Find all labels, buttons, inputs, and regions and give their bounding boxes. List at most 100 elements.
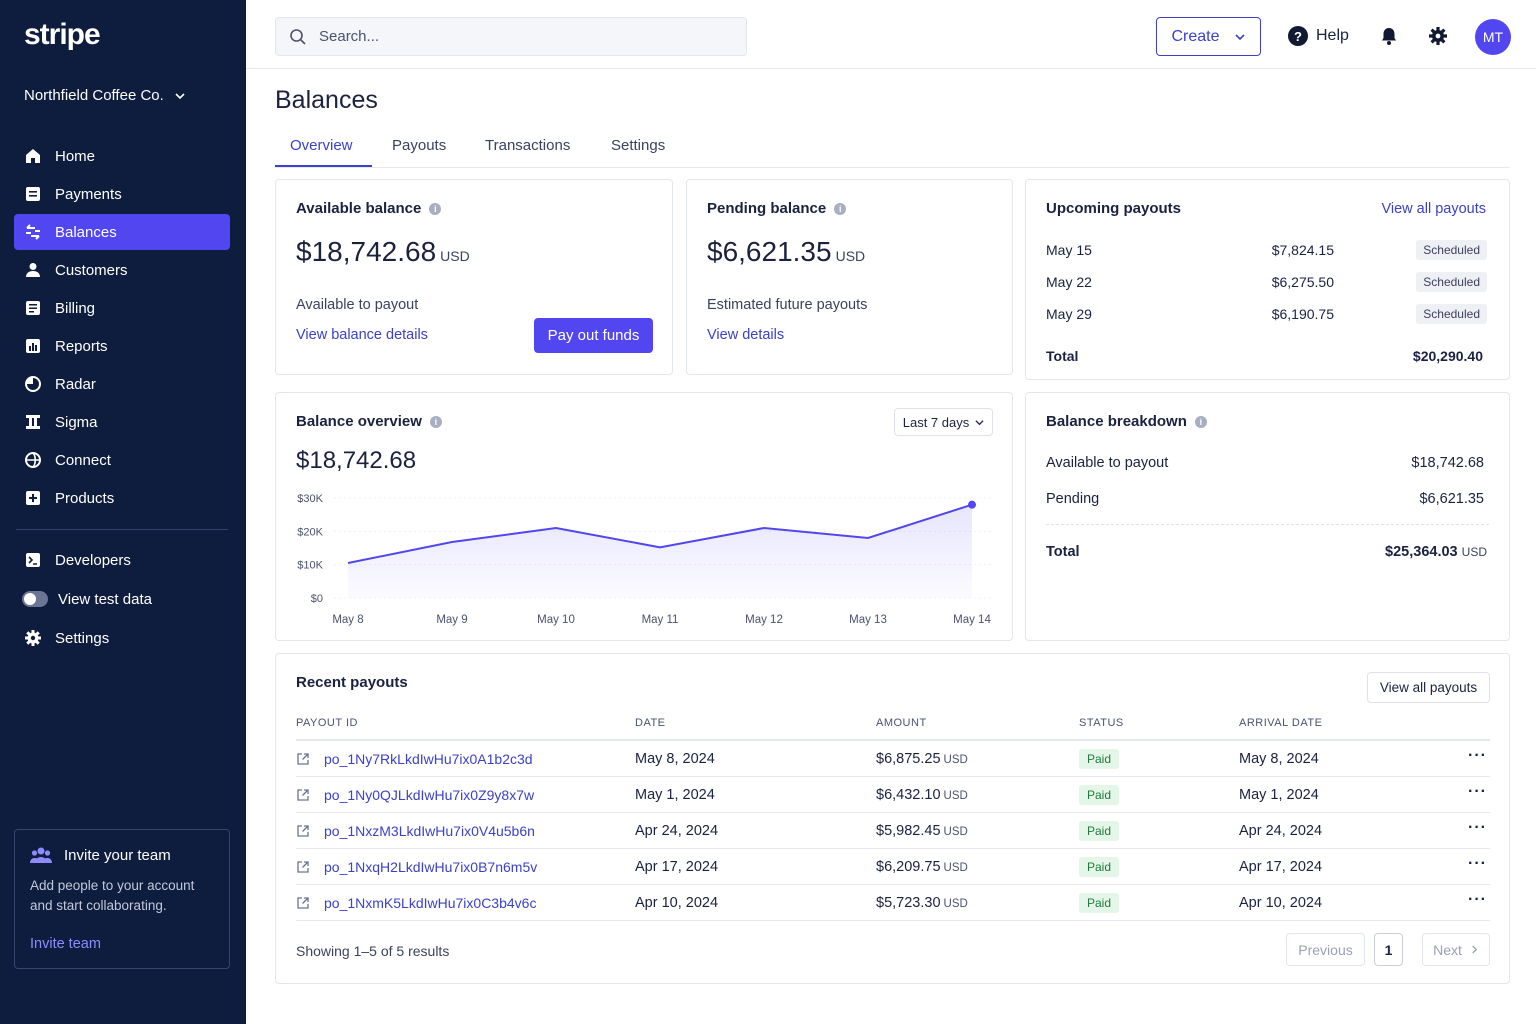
view-all-payouts-button[interactable]: View all payouts — [1367, 672, 1490, 703]
tab-payouts[interactable]: Payouts — [392, 137, 447, 154]
sidebar-item-home[interactable]: Home — [14, 138, 230, 174]
view-balance-details-link[interactable]: View balance details — [296, 327, 428, 343]
more-actions-icon[interactable]: ··· — [1468, 747, 1487, 764]
x-tick-label: May 11 — [642, 614, 679, 626]
person-icon — [24, 261, 42, 279]
external-link-icon[interactable] — [296, 860, 310, 874]
status-badge: Paid — [1079, 821, 1120, 841]
x-tick-label: May 13 — [849, 614, 887, 626]
tab-transactions[interactable]: Transactions — [485, 137, 571, 154]
globe-icon — [24, 451, 42, 469]
tab-settings[interactable]: Settings — [611, 137, 666, 154]
developers-icon — [24, 551, 42, 569]
info-icon[interactable]: i — [834, 202, 847, 215]
sidebar-item-balances[interactable]: Balances — [14, 214, 230, 250]
payout-amount: $6,875.25 USD — [876, 751, 968, 767]
payout-id-link[interactable]: po_1Ny7RkLkdIwHu7ix0A1b2c3d — [324, 751, 533, 767]
pay-out-funds-button[interactable]: Pay out funds — [534, 318, 653, 353]
table-row[interactable]: po_1NxzM3LkdIwHu7ix0V4u5b6n Apr 24, 2024 $… — [296, 812, 1490, 848]
sidebar-item-billing[interactable]: Billing — [14, 290, 230, 326]
balance-breakdown-card: Balance breakdown i Available to payout … — [1025, 392, 1510, 641]
sidebar-item-label: Products — [55, 489, 115, 507]
arrival-date: Apr 10, 2024 — [1239, 895, 1323, 911]
payout-id-link[interactable]: po_1NxmK5LkdIwHu7ix0C3b4v6c — [324, 895, 537, 911]
card-title: Balance breakdown — [1046, 413, 1187, 430]
payout-id-link[interactable]: po_1NxqH2LkdIwHu7ix0B7n6m5v — [324, 859, 538, 875]
y-tick-label: $30K — [297, 493, 323, 505]
invite-title: Invite your team — [64, 846, 171, 864]
more-actions-icon[interactable]: ··· — [1468, 783, 1487, 800]
sidebar-item-products[interactable]: Products — [14, 480, 230, 516]
more-actions-icon[interactable]: ··· — [1468, 855, 1487, 872]
sidebar-item-radar[interactable]: Radar — [14, 366, 230, 402]
sidebar-item-connect[interactable]: Connect — [14, 442, 230, 478]
previous-page-button[interactable]: Previous — [1286, 933, 1365, 966]
invite-team-link[interactable]: Invite team — [30, 936, 101, 952]
info-icon[interactable]: i — [429, 415, 442, 428]
gear-icon — [24, 629, 42, 647]
period-select[interactable]: Last 7 days — [894, 408, 993, 436]
table-row[interactable]: po_1NxmK5LkdIwHu7ix0C3b4v6c Apr 10, 2024 $… — [296, 884, 1490, 920]
search-input[interactable] — [319, 28, 719, 45]
next-page-button[interactable]: Next — [1422, 933, 1490, 966]
sidebar-item-customers[interactable]: Customers — [14, 252, 230, 288]
sidebar-secondary-nav: Developers View test data Settings — [14, 542, 230, 658]
arrival-date: Apr 24, 2024 — [1239, 823, 1323, 839]
sidebar-item-label: Connect — [55, 451, 111, 469]
sidebar-item-label: Reports — [55, 337, 108, 355]
toggle-icon[interactable] — [22, 591, 48, 607]
payments-icon — [24, 185, 42, 203]
results-count: Showing 1–5 of 5 results — [296, 943, 450, 959]
external-link-icon[interactable] — [296, 788, 310, 802]
card-title: Pending balance — [707, 200, 827, 217]
external-link-icon[interactable] — [296, 752, 310, 766]
test-data-toggle[interactable]: View test data — [14, 581, 230, 617]
info-icon[interactable]: i — [429, 202, 442, 215]
status-badge: Scheduled — [1416, 272, 1487, 292]
chevron-right-icon — [1472, 945, 1478, 954]
avatar[interactable]: MT — [1475, 19, 1511, 55]
top-bar: Create ? Help MT — [246, 0, 1536, 69]
sidebar-item-payments[interactable]: Payments — [14, 176, 230, 212]
bell-icon[interactable] — [1379, 26, 1399, 46]
sidebar-item-sigma[interactable]: Sigma — [14, 404, 230, 440]
x-tick-label: May 10 — [537, 614, 575, 626]
total-value: $20,290.40 — [1412, 348, 1483, 364]
page-number-button[interactable]: 1 — [1374, 933, 1403, 966]
period-label: Last 7 days — [902, 414, 970, 430]
search-box[interactable] — [275, 17, 747, 56]
more-actions-icon[interactable]: ··· — [1468, 891, 1487, 908]
invite-team-card: Invite your team Add people to your acco… — [14, 829, 230, 969]
tab-overview[interactable]: Overview — [290, 137, 353, 154]
column-header: STATUS — [1079, 717, 1124, 729]
stripe-logo[interactable]: stripe — [24, 18, 101, 51]
sidebar-item-label: Radar — [55, 375, 96, 393]
available-balance-card: Available balance i $18,742.68 USD Availa… — [275, 179, 673, 375]
help-button[interactable]: ? Help — [1288, 26, 1349, 46]
sidebar-item-reports[interactable]: Reports — [14, 328, 230, 364]
table-row[interactable]: po_1Ny7RkLkdIwHu7ix0A1b2c3d May 8, 2024 $6… — [296, 740, 1490, 776]
y-tick-label: $0 — [311, 593, 323, 605]
view-details-link[interactable]: View details — [707, 327, 785, 343]
chevron-down-icon — [1234, 33, 1245, 40]
recent-payouts-card: Recent payouts View all payouts PAYOUT I… — [275, 653, 1510, 984]
table-row[interactable]: po_1NxqH2LkdIwHu7ix0B7n6m5v Apr 17, 2024 $… — [296, 848, 1490, 884]
view-all-payouts-link[interactable]: View all payouts — [1381, 201, 1486, 217]
help-label: Help — [1316, 27, 1349, 44]
available-amount: $18,742.68 USD — [296, 236, 470, 267]
info-icon[interactable]: i — [1194, 415, 1207, 428]
table-header-border — [296, 739, 1490, 740]
payout-id-link[interactable]: po_1NxzM3LkdIwHu7ix0V4u5b6n — [324, 823, 535, 839]
account-switcher[interactable]: Northfield Coffee Co. — [24, 87, 186, 104]
sidebar-item-settings[interactable]: Settings — [14, 620, 230, 656]
sidebar-item-developers[interactable]: Developers — [14, 542, 230, 578]
table-row[interactable]: po_1Ny0QJLkdIwHu7ix0Z9y8x7w May 1, 2024 $6… — [296, 776, 1490, 812]
payout-id-link[interactable]: po_1Ny0QJLkdIwHu7ix0Z9y8x7w — [324, 787, 535, 803]
more-actions-icon[interactable]: ··· — [1468, 819, 1487, 836]
create-button[interactable]: Create — [1156, 17, 1261, 56]
balance-overview-card: Balance overview i Last 7 days $18,742.6… — [275, 392, 1013, 641]
gear-icon[interactable] — [1428, 26, 1448, 46]
external-link-icon[interactable] — [296, 824, 310, 838]
y-tick-label: $20K — [297, 526, 323, 538]
external-link-icon[interactable] — [296, 896, 310, 910]
